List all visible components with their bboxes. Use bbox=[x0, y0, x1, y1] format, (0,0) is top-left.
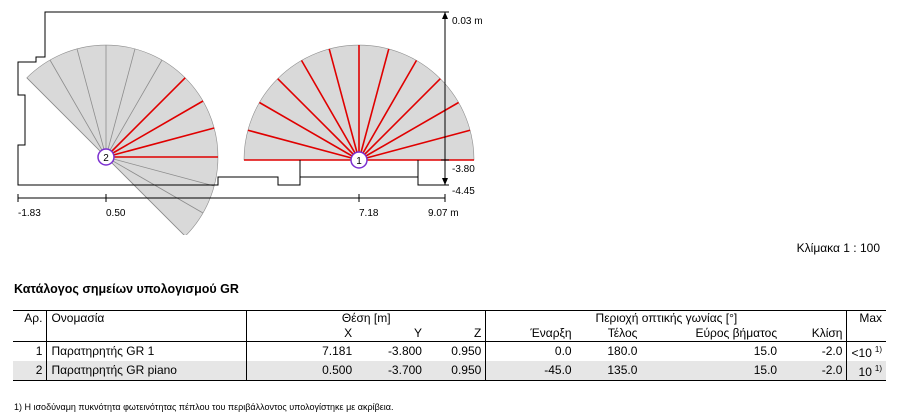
view-ray bbox=[76, 48, 107, 158]
window-frame bbox=[299, 160, 419, 178]
header-position: Θέση [m] bbox=[246, 310, 486, 326]
dim-label-x3: 9.07 m bbox=[428, 208, 459, 219]
floor-plan: 0.03 m -3.80 -4.45 -1.83 0.50 7.18 9.07 … bbox=[17, 11, 483, 235]
view-ray bbox=[49, 59, 107, 158]
row-y: -3.700 bbox=[356, 361, 426, 381]
row-footnote-ref: 1) bbox=[874, 345, 882, 354]
header-x: X bbox=[246, 326, 357, 342]
dim-label-mid: -3.80 bbox=[452, 164, 475, 175]
row-no: 1 bbox=[35, 344, 43, 358]
row-x: 7.181 bbox=[246, 341, 357, 361]
vertical-dimension bbox=[441, 11, 449, 186]
view-ray bbox=[26, 77, 107, 158]
view-ray bbox=[105, 156, 185, 235]
view-ray bbox=[358, 78, 441, 161]
header-end: Τέλος bbox=[575, 326, 642, 342]
row-z: 0.950 bbox=[451, 344, 482, 358]
room-outline bbox=[17, 11, 446, 186]
view-ray bbox=[105, 100, 204, 158]
header-step: Εύρος βήματος bbox=[641, 326, 782, 342]
header-row-2: X Y Z Έναρξη Τέλος Εύρος βήματος Κλίση bbox=[13, 326, 886, 342]
header-start: Έναρξη bbox=[485, 326, 576, 342]
row-y: -3.800 bbox=[387, 344, 422, 358]
header-max: Max bbox=[846, 310, 886, 326]
row-max: <10 1) bbox=[846, 341, 886, 361]
observer-2-view-fan bbox=[26, 44, 219, 235]
header-y: Y bbox=[356, 326, 426, 342]
table-row: 2 Παρατηρητής GR piano 0.500 -3.700 0.95… bbox=[13, 361, 886, 381]
header-z: Z bbox=[425, 326, 486, 342]
view-ray bbox=[105, 59, 163, 158]
view-ray bbox=[259, 101, 360, 161]
row-step: 15.0 bbox=[641, 361, 782, 381]
observer-1-view-fan bbox=[243, 44, 475, 161]
row-name: Παρατηρητής GR piano bbox=[46, 361, 247, 381]
dim-label-x1: 0.50 bbox=[106, 208, 126, 219]
row-footnote-ref: 1) bbox=[874, 364, 882, 373]
header-no: Αρ. bbox=[13, 310, 47, 326]
row-max: 10 1) bbox=[846, 361, 886, 381]
view-ray bbox=[300, 60, 360, 161]
view-ray bbox=[358, 48, 390, 161]
observer-1-label: 1 bbox=[356, 156, 362, 167]
table-row: 1 Παρατηρητής GR 1 7.181 -3.800 0.950 0.… bbox=[13, 341, 886, 361]
view-ray bbox=[105, 48, 136, 158]
row-x: 0.500 bbox=[246, 361, 357, 381]
horizontal-dimension bbox=[17, 194, 446, 202]
view-ray bbox=[247, 129, 360, 161]
row-start: -45.0 bbox=[485, 361, 576, 381]
view-ray bbox=[328, 48, 360, 161]
footnote: 1) Η ισοδύναμη πυκνότητα φωτεινότητας πέ… bbox=[14, 402, 394, 412]
catalog-table: Αρ. Ονομασία Θέση [m] Περιοχή οπτικής γω… bbox=[13, 310, 886, 381]
view-ray bbox=[358, 101, 459, 161]
observer-2-label: 2 bbox=[103, 153, 109, 164]
row-z: 0.950 bbox=[425, 361, 486, 381]
row-end: 135.0 bbox=[575, 361, 642, 381]
row-name: Παρατηρητής GR 1 bbox=[46, 341, 247, 361]
header-row-1: Αρ. Ονομασία Θέση [m] Περιοχή οπτικής γω… bbox=[13, 310, 886, 326]
row-start: 0.0 bbox=[485, 341, 576, 361]
row-max-value: 10 bbox=[858, 365, 872, 379]
view-ray bbox=[105, 127, 215, 158]
dim-label-x0: -1.83 bbox=[18, 208, 41, 219]
view-ray bbox=[277, 78, 360, 161]
view-ray bbox=[105, 77, 186, 158]
header-tilt: Κλίση bbox=[781, 326, 847, 342]
row-max-value: <10 bbox=[851, 346, 872, 360]
row-end: 180.0 bbox=[607, 344, 638, 358]
dim-label-top: 0.03 m bbox=[452, 16, 483, 27]
scale-label: Κλίμακα 1 : 100 bbox=[796, 241, 880, 255]
dim-label-x2: 7.18 bbox=[359, 208, 379, 219]
header-name: Ονομασία bbox=[46, 310, 247, 326]
view-ray bbox=[358, 129, 471, 161]
header-range: Περιοχή οπτικής γωνίας [°] bbox=[485, 310, 847, 326]
view-ray bbox=[358, 60, 418, 161]
row-no: 2 bbox=[13, 361, 47, 381]
row-tilt: -2.0 bbox=[821, 344, 843, 358]
row-tilt: -2.0 bbox=[781, 361, 847, 381]
catalog-title: Κατάλογος σημείων υπολογισμού GR bbox=[14, 282, 239, 296]
dim-label-low: -4.45 bbox=[452, 186, 475, 197]
observer-1-marker[interactable]: 1 bbox=[350, 151, 368, 169]
view-ray bbox=[105, 156, 215, 187]
row-step: 15.0 bbox=[753, 344, 778, 358]
observer-2-marker[interactable]: 2 bbox=[97, 148, 115, 166]
